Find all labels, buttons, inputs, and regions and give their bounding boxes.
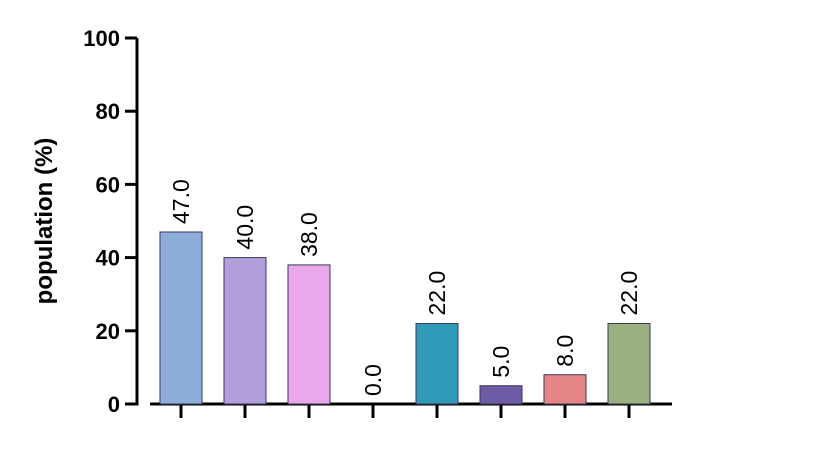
y-tick-label: 20 xyxy=(96,319,120,344)
data-label: 47.0 xyxy=(168,179,194,224)
bars xyxy=(159,231,651,405)
data-label: 5.0 xyxy=(488,346,514,378)
bar xyxy=(159,231,203,405)
y-tick-label: 60 xyxy=(96,172,120,197)
data-labels: 47.0 40.0 38.0 0.0 22.0 5.0 8.0 22.0 xyxy=(168,179,642,396)
data-label: 22.0 xyxy=(424,271,450,316)
data-label: 38.0 xyxy=(296,212,322,257)
bar xyxy=(223,257,267,405)
y-tick-label: 40 xyxy=(96,246,120,271)
y-axis-title: population (%) xyxy=(31,138,58,305)
data-label: 0.0 xyxy=(360,364,386,396)
bar xyxy=(479,385,523,405)
data-label: 8.0 xyxy=(552,335,578,367)
bar xyxy=(543,374,587,405)
bar xyxy=(415,322,459,405)
y-axis: 0 20 40 60 80 100 xyxy=(83,26,139,417)
data-label: 40.0 xyxy=(232,205,258,250)
y-tick-label: 80 xyxy=(96,99,120,124)
y-tick-label: 100 xyxy=(83,26,120,51)
x-axis xyxy=(150,402,672,418)
bar xyxy=(287,264,331,405)
y-tick-label: 0 xyxy=(108,392,120,417)
bar xyxy=(607,322,651,405)
data-label: 22.0 xyxy=(616,271,642,316)
